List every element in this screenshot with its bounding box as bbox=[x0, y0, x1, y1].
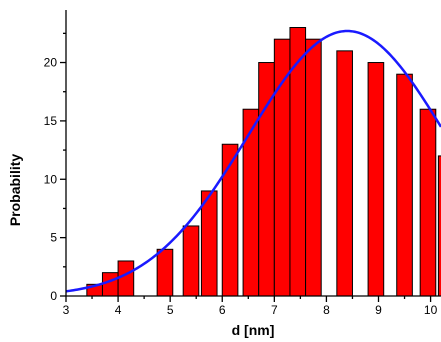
x-axis-title: d [nm] bbox=[232, 322, 275, 338]
y-tick-label-5: 5 bbox=[50, 231, 57, 245]
x-tick-label-10: 10 bbox=[424, 303, 438, 317]
axes-layer: 3 4 5 6 7 8 9 10 0 5 10 15 20 bbox=[44, 10, 441, 317]
bar-12 bbox=[336, 50, 353, 297]
bar-4 bbox=[182, 225, 200, 297]
x-tick-label-9: 9 bbox=[375, 303, 382, 317]
x-tick-label-6: 6 bbox=[219, 303, 226, 317]
bar-5 bbox=[200, 190, 218, 297]
bar-1 bbox=[101, 272, 119, 297]
x-tick-label-7: 7 bbox=[271, 303, 278, 317]
bar-11 bbox=[305, 38, 322, 297]
y-tick-label-20: 20 bbox=[44, 56, 58, 70]
y-tick-label-15: 15 bbox=[44, 114, 58, 128]
x-tick-label-5: 5 bbox=[167, 303, 174, 317]
x-tick-label-4: 4 bbox=[115, 303, 122, 317]
bar-14 bbox=[396, 73, 413, 297]
bar-2 bbox=[117, 260, 135, 297]
bar-15 bbox=[419, 108, 437, 297]
y-axis-title: Probability bbox=[7, 154, 23, 227]
bars-layer bbox=[86, 27, 441, 297]
bar-6 bbox=[221, 143, 239, 297]
y-tick-label-10: 10 bbox=[44, 172, 58, 186]
x-tick-label-8: 8 bbox=[323, 303, 330, 317]
bar-3 bbox=[156, 248, 174, 297]
x-tick-label-3: 3 bbox=[63, 303, 70, 317]
bar-7 bbox=[242, 108, 260, 297]
y-tick-label-0: 0 bbox=[50, 289, 57, 303]
bar-9 bbox=[273, 38, 291, 297]
bar-16 bbox=[437, 155, 441, 297]
gaussian-fit-curve bbox=[65, 29, 441, 293]
bar-13 bbox=[367, 62, 385, 297]
